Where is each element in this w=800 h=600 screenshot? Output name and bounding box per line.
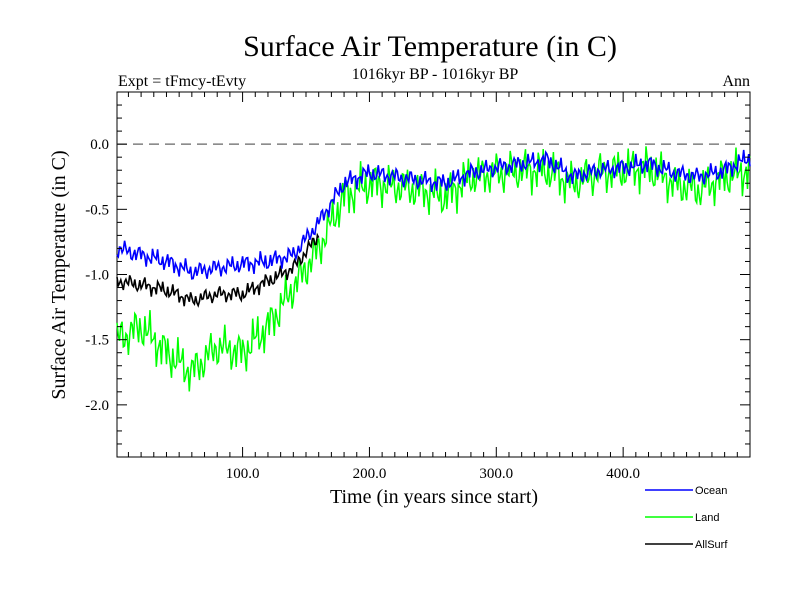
legend-label-land: Land xyxy=(695,512,719,524)
y-axis-label: Surface Air Temperature (in C) xyxy=(48,150,70,399)
chart-title: Surface Air Temperature (in C) xyxy=(243,30,617,63)
series-line-allsurf xyxy=(116,232,320,308)
x-axis-label: Time (in years since start) xyxy=(330,486,538,508)
x-tick-label: 200.0 xyxy=(353,466,387,482)
y-tick-label: -0.5 xyxy=(85,202,109,218)
plot-area xyxy=(116,91,751,458)
legend-label-allsurf: AllSurf xyxy=(695,539,728,551)
season-label: Ann xyxy=(722,73,750,90)
y-tick-label: 0.0 xyxy=(90,137,109,153)
chart-subtitle: 1016kyr BP - 1016kyr BP xyxy=(352,66,519,83)
x-tick-label: 400.0 xyxy=(606,466,640,482)
y-tick-label: -2.0 xyxy=(85,398,109,414)
y-tick-label: -1.5 xyxy=(85,333,109,349)
y-tick-label: -1.0 xyxy=(85,268,109,284)
x-tick-label: 100.0 xyxy=(226,466,260,482)
experiment-label: Expt = tFmcy-tEvty xyxy=(118,73,246,90)
legend-label-ocean: Ocean xyxy=(695,485,727,497)
series-line-land xyxy=(116,146,751,392)
x-tick-label: 300.0 xyxy=(479,466,513,482)
series-line-ocean xyxy=(116,149,751,280)
